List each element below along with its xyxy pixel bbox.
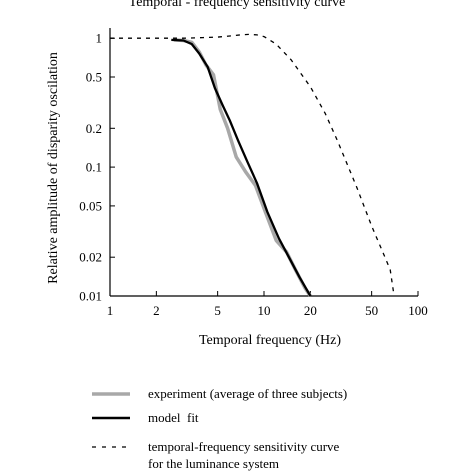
plot-area: 1 2 5 10 20 50 100 1 0.5 0.2 0.1 0.05 0.02 0.01 <box>79 28 428 318</box>
legend-label-luminance-line2: for the luminance system <box>148 456 279 471</box>
x-tick-label: 5 <box>214 303 221 318</box>
y-tick-label: 0.02 <box>79 250 102 265</box>
x-tick-label: 50 <box>365 303 378 318</box>
series-line-luminance <box>110 33 395 297</box>
series-line-model-fit <box>171 38 312 297</box>
legend-label-luminance-line1: temporal-frequency sensitivity curve <box>148 439 340 454</box>
x-ticks: 1 2 5 10 20 50 100 <box>107 291 428 318</box>
y-tick-label: 0.5 <box>86 70 102 85</box>
y-tick-label: 0.2 <box>86 121 102 136</box>
y-tick-label: 0.05 <box>79 198 102 213</box>
y-tick-label: 0.1 <box>86 160 102 175</box>
y-ticks: 1 0.5 0.2 0.1 0.05 0.02 0.01 <box>79 31 115 304</box>
x-axis-title: Temporal frequency (Hz) <box>199 333 341 348</box>
y-axis-title: Relative amplitude of disparity oscilati… <box>46 52 61 284</box>
y-tick-label: 1 <box>96 31 103 46</box>
legend-label-experiment: experiment (average of three subjects) <box>148 386 347 401</box>
legend: experiment (average of three subjects) m… <box>92 386 347 471</box>
chart-title: Temporal - frequency sensitivity curve <box>129 0 346 10</box>
y-tick-label: 0.01 <box>79 289 102 304</box>
x-tick-label: 10 <box>258 303 271 318</box>
x-tick-label: 2 <box>153 303 160 318</box>
legend-label-model-fit: model fit <box>148 410 199 425</box>
x-tick-label: 20 <box>304 303 317 318</box>
x-tick-label: 1 <box>107 303 114 318</box>
series-layer <box>110 33 395 297</box>
x-tick-label: 100 <box>408 303 428 318</box>
